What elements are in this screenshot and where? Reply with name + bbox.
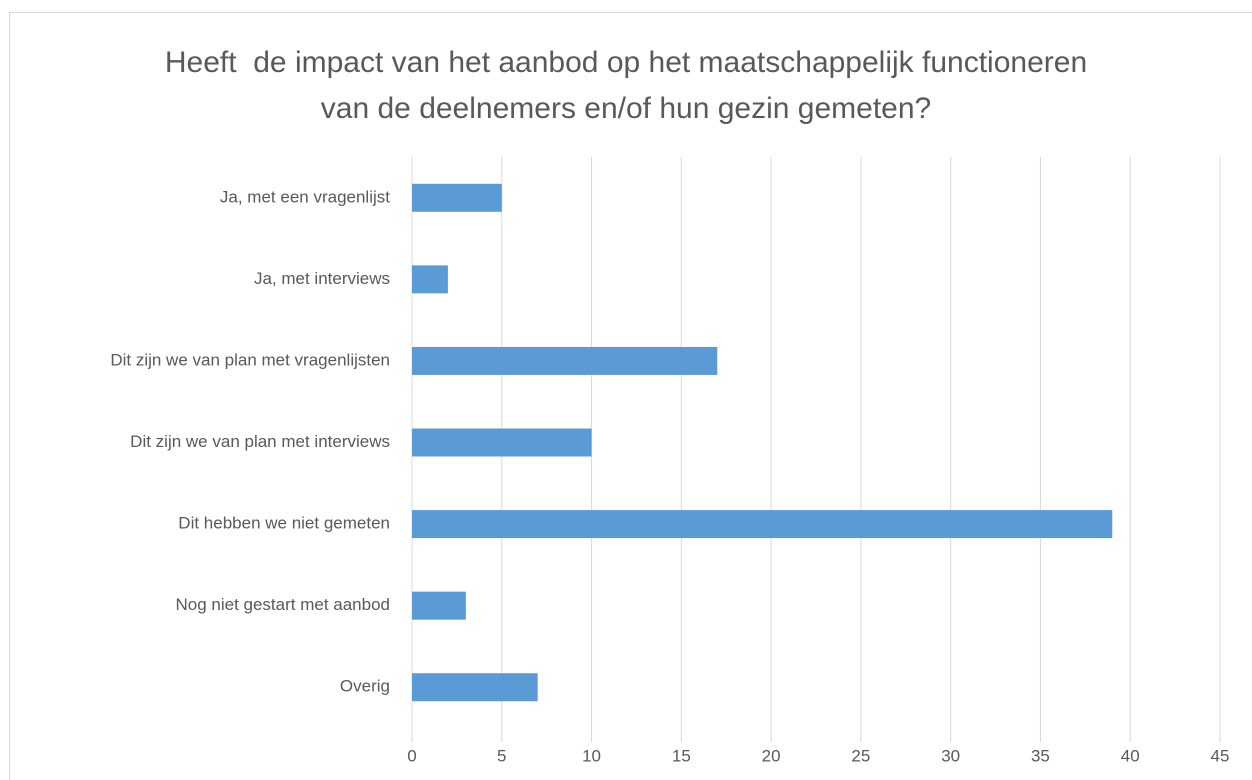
- x-tick-label: 0: [407, 746, 416, 765]
- x-tick-label: 15: [672, 746, 691, 765]
- x-tick-label: 25: [851, 746, 870, 765]
- x-tick-label: 20: [762, 746, 781, 765]
- y-tick-label: Ja, met een vragenlijst: [220, 187, 390, 206]
- bar: [412, 510, 1113, 539]
- y-tick-label: Dit zijn we van plan met interviews: [130, 432, 390, 451]
- bar: [412, 673, 538, 702]
- bar: [412, 428, 592, 457]
- bar: [412, 591, 466, 620]
- x-tick-label: 40: [1121, 746, 1140, 765]
- y-tick-label: Nog niet gestart met aanbod: [175, 595, 390, 614]
- chart-title: Heeft de impact van het aanbod op het ma…: [164, 46, 1096, 125]
- x-tick-label: 35: [1031, 746, 1050, 765]
- x-tick-label: 30: [941, 746, 960, 765]
- bar: [412, 265, 448, 294]
- y-tick-label: Ja, met interviews: [254, 269, 390, 288]
- x-tick-label: 10: [582, 746, 601, 765]
- bar: [412, 346, 718, 375]
- y-tick-label: Overig: [340, 677, 390, 696]
- bar: [412, 183, 502, 212]
- chart-frame: [9, 12, 1252, 780]
- y-tick-label: Dit zijn we van plan met vragenlijsten: [110, 350, 390, 369]
- y-tick-label: Dit hebben we niet gemeten: [178, 514, 390, 533]
- x-tick-label: 45: [1211, 746, 1230, 765]
- x-tick-label: 5: [497, 746, 506, 765]
